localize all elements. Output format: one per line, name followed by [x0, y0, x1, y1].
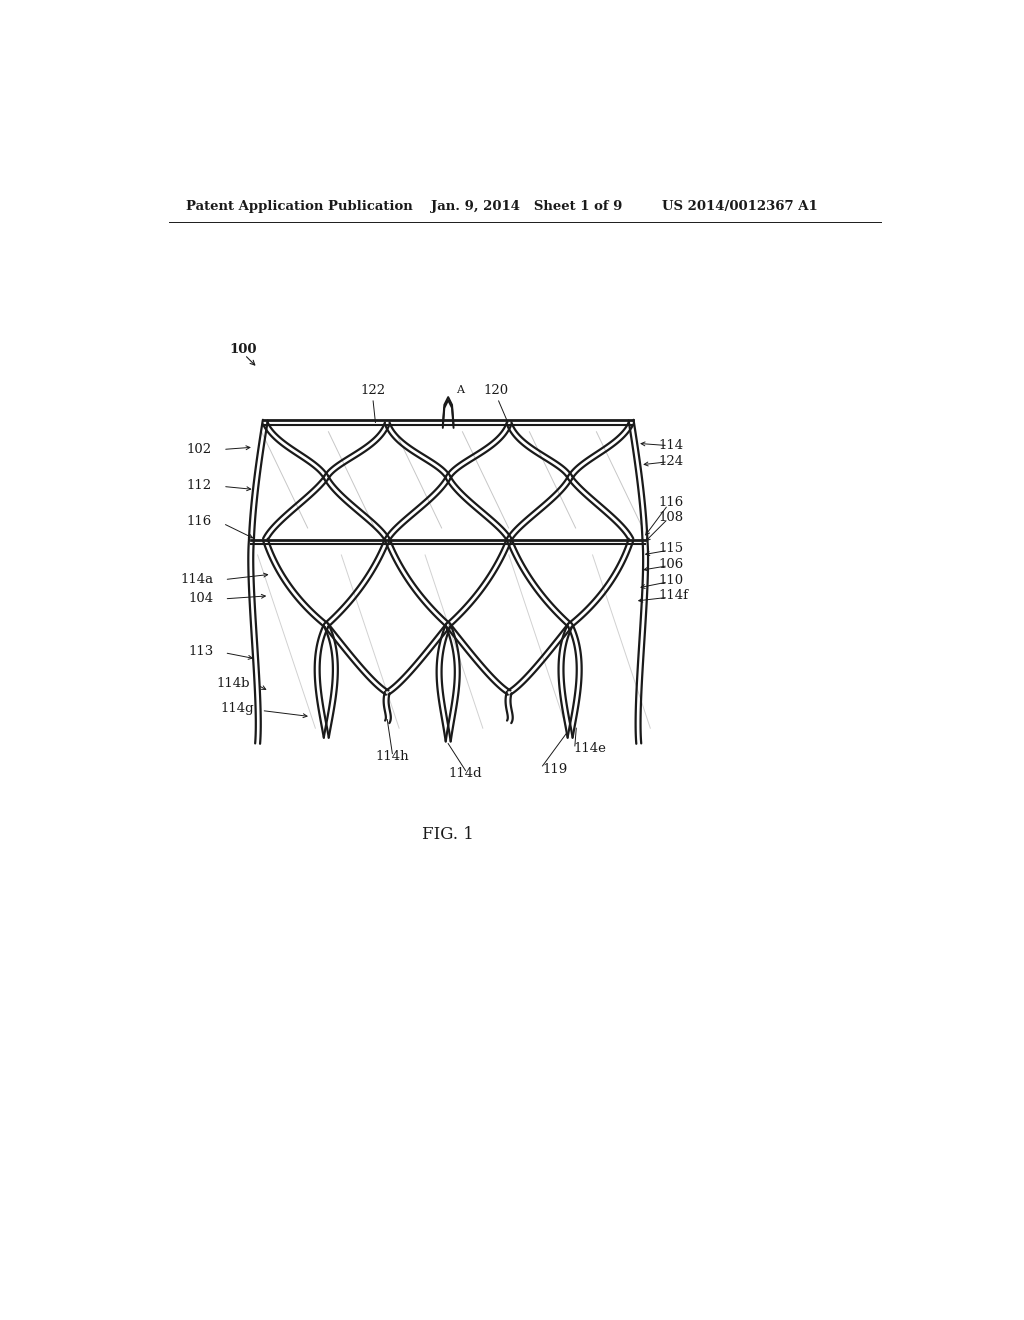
Text: 104: 104 [188, 593, 214, 606]
Text: US 2014/0012367 A1: US 2014/0012367 A1 [662, 199, 817, 213]
Text: 113: 113 [188, 644, 214, 657]
Text: 100: 100 [229, 343, 257, 356]
Text: FIG. 1: FIG. 1 [422, 826, 474, 843]
Text: 114f: 114f [658, 589, 688, 602]
Text: 114b: 114b [216, 677, 250, 690]
Text: 114h: 114h [376, 750, 410, 763]
Text: 120: 120 [483, 384, 509, 397]
Text: 116: 116 [186, 515, 211, 528]
Text: 122: 122 [360, 384, 386, 397]
Text: 124: 124 [658, 454, 683, 467]
Text: 119: 119 [543, 763, 567, 776]
Text: 106: 106 [658, 557, 683, 570]
Text: 116: 116 [658, 496, 683, 510]
Text: Patent Application Publication: Patent Application Publication [186, 199, 413, 213]
Text: 114: 114 [658, 440, 683, 453]
Text: 114g: 114g [220, 702, 254, 715]
Text: A: A [456, 385, 464, 395]
Text: 110: 110 [658, 574, 683, 587]
Text: 114d: 114d [449, 767, 482, 780]
Text: Jan. 9, 2014   Sheet 1 of 9: Jan. 9, 2014 Sheet 1 of 9 [431, 199, 623, 213]
Text: 102: 102 [186, 444, 211, 455]
Text: 112: 112 [186, 479, 211, 492]
Text: 108: 108 [658, 511, 683, 524]
Text: 114a: 114a [180, 573, 214, 586]
Text: 114e: 114e [573, 742, 606, 755]
Text: 115: 115 [658, 543, 683, 556]
